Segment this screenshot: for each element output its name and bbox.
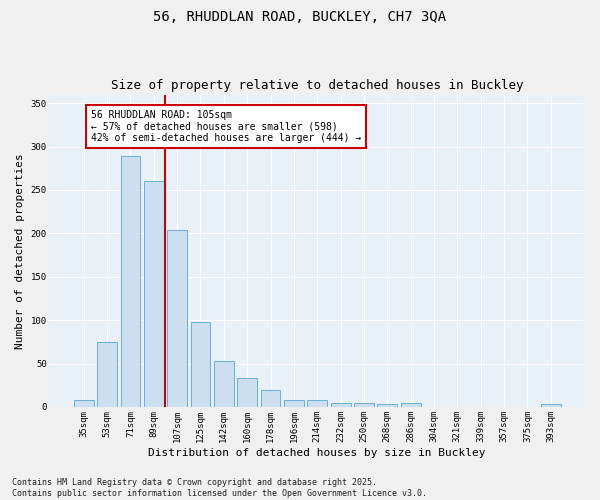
Bar <box>377 404 397 407</box>
Bar <box>144 182 164 407</box>
Bar <box>237 378 257 407</box>
Bar <box>97 342 117 407</box>
Text: 56, RHUDDLAN ROAD, BUCKLEY, CH7 3QA: 56, RHUDDLAN ROAD, BUCKLEY, CH7 3QA <box>154 10 446 24</box>
X-axis label: Distribution of detached houses by size in Buckley: Distribution of detached houses by size … <box>148 448 486 458</box>
Bar <box>401 404 421 407</box>
Bar <box>167 230 187 407</box>
Bar <box>307 400 327 407</box>
Bar <box>121 156 140 407</box>
Bar <box>284 400 304 407</box>
Bar <box>541 404 560 407</box>
Y-axis label: Number of detached properties: Number of detached properties <box>15 153 25 348</box>
Text: Contains HM Land Registry data © Crown copyright and database right 2025.
Contai: Contains HM Land Registry data © Crown c… <box>12 478 427 498</box>
Bar <box>74 400 94 407</box>
Bar <box>354 404 374 407</box>
Bar <box>260 390 280 407</box>
Title: Size of property relative to detached houses in Buckley: Size of property relative to detached ho… <box>111 79 523 92</box>
Text: 56 RHUDDLAN ROAD: 105sqm
← 57% of detached houses are smaller (598)
42% of semi-: 56 RHUDDLAN ROAD: 105sqm ← 57% of detach… <box>91 110 361 144</box>
Bar <box>331 404 350 407</box>
Bar <box>191 322 211 407</box>
Bar <box>214 361 234 407</box>
